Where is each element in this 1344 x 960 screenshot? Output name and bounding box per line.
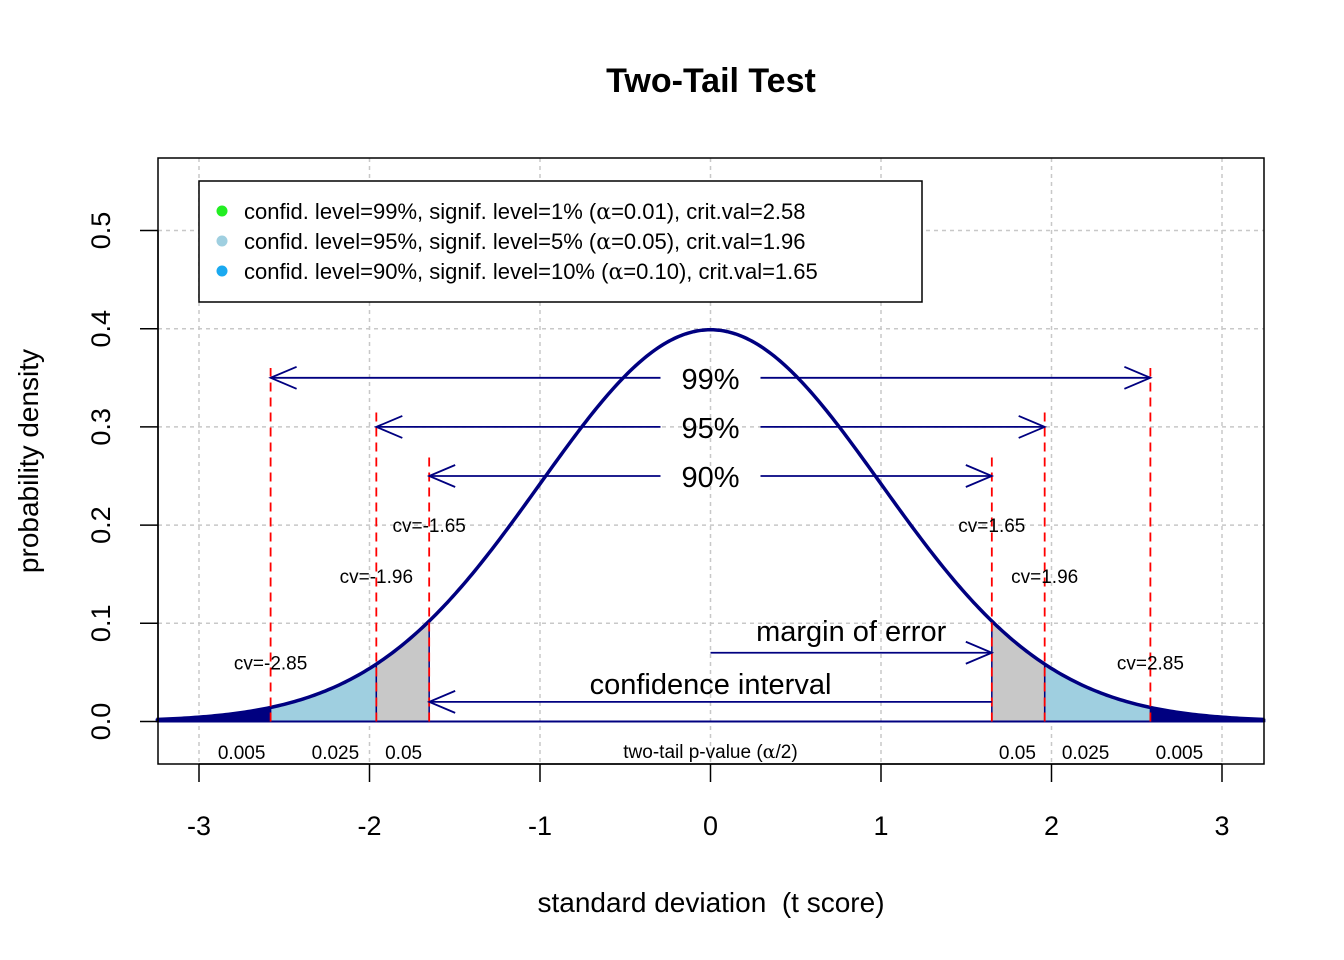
critical-value-label-1: cv=-1.96 xyxy=(340,567,413,588)
interval-label-2: 90% xyxy=(681,462,739,494)
legend-marker-0 xyxy=(216,205,228,217)
y-axis-label: probability density xyxy=(13,349,44,573)
y-tick-label-2: 0.2 xyxy=(86,506,116,544)
x-tick-label-1: -2 xyxy=(357,811,381,841)
confidence-interval-label: confidence interval xyxy=(590,669,832,701)
legend-entry-alpha-2: α xyxy=(608,260,623,285)
p-value-label-5: 0.005 xyxy=(1156,743,1204,764)
legend-entry-alpha-0: α xyxy=(596,200,611,225)
arrow-head-right-0 xyxy=(1124,365,1153,390)
density-curve xyxy=(156,327,1265,722)
x-tick-label-6: 3 xyxy=(1214,811,1229,841)
confidence-interval-arrow-head xyxy=(426,690,456,714)
arrow-head-right-2 xyxy=(965,464,995,488)
legend-marker-1 xyxy=(216,235,228,247)
x-tick-label-2: -1 xyxy=(528,811,552,841)
legend: confid. level=99%, signif. level=1% (α=0… xyxy=(198,180,923,303)
p-value-label-0: 0.005 xyxy=(218,743,266,764)
y-tick-label-5: 0.5 xyxy=(86,212,116,250)
legend-entry-0: confid. level=99%, signif. level=1% (α=0… xyxy=(244,199,806,225)
interval-label-1: 95% xyxy=(681,413,739,445)
p-value-label-3: 0.05 xyxy=(999,743,1036,764)
interval-arrows: 99% 95% 90% xyxy=(268,364,1153,494)
p-value-title-prefix: two-tail p-value ( xyxy=(623,742,763,763)
legend-entry-text-0: confid. level=99%, signif. level=1% ( xyxy=(244,199,597,224)
y-tick-label-4: 0.4 xyxy=(86,310,116,348)
p-value-label-2: 0.05 xyxy=(385,743,422,764)
critical-value-label-2: cv=-1.65 xyxy=(392,516,465,537)
p-value-labels: two-tail p-value (α/2) 0.005 0.025 0.05 0.05… xyxy=(218,741,1203,764)
legend-box xyxy=(198,180,923,303)
legend-marker-2 xyxy=(216,265,228,277)
tail-region-5 xyxy=(991,619,1046,723)
p-value-label-1: 0.025 xyxy=(312,743,360,764)
arrow-head-left-2 xyxy=(426,464,456,488)
legend-entry-2: confid. level=90%, signif. level=10% (α=… xyxy=(244,259,818,285)
p-value-title-alpha: α xyxy=(763,741,776,763)
y-tick-label-1: 0.1 xyxy=(86,605,116,643)
y-tick-label-3: 0.3 xyxy=(86,408,116,446)
critical-value-label-5: cv=2.85 xyxy=(1117,654,1184,675)
density-curve-layer xyxy=(156,327,1265,723)
x-tick-label-4: 1 xyxy=(873,811,888,841)
legend-entry-1: confid. level=95%, signif. level=5% (α=0… xyxy=(244,229,806,255)
x-tick-label-0: -3 xyxy=(187,811,211,841)
legend-entry-tail-1: =0.05), crit.val=1.96 xyxy=(611,229,805,254)
arrow-head-left-0 xyxy=(268,365,297,390)
p-value-title-suffix: /2) xyxy=(776,742,798,763)
x-axis-label: standard deviation (t score) xyxy=(537,887,884,918)
legend-entry-tail-0: =0.01), crit.val=2.58 xyxy=(611,199,805,224)
y-tick-label-0: 0.0 xyxy=(86,703,116,741)
chart-title: Two-Tail Test xyxy=(606,62,816,100)
legend-entry-text-2: confid. level=90%, signif. level=10% ( xyxy=(244,259,609,284)
legend-entry-tail-2: =0.10), crit.val=1.65 xyxy=(623,259,817,284)
p-value-title: two-tail p-value (α/2) xyxy=(623,741,797,763)
critical-value-label-0: cv=-2.85 xyxy=(234,654,307,675)
x-tick-label-5: 2 xyxy=(1044,811,1059,841)
y-axis: 0.0 0.1 0.2 0.3 0.4 0.5 xyxy=(86,212,159,741)
legend-entry-text-1: confid. level=95%, signif. level=5% ( xyxy=(244,229,597,254)
critical-value-label-3: cv=1.65 xyxy=(958,516,1025,537)
x-axis: -3 -2 -1 0 1 2 3 xyxy=(187,763,1230,841)
interval-label-0: 99% xyxy=(681,364,739,396)
p-value-label-4: 0.025 xyxy=(1062,743,1110,764)
tail-region-4 xyxy=(375,619,430,723)
arrow-head-left-1 xyxy=(374,415,403,439)
arrow-head-right-1 xyxy=(1018,415,1047,439)
critical-value-label-4: cv=1.96 xyxy=(1011,567,1078,588)
margin-of-error-label: margin of error xyxy=(756,616,947,648)
critical-value-lines: cv=-2.85 cv=-1.96 cv=-1.65 cv=1.65 cv=1.96 cv… xyxy=(234,367,1184,722)
legend-entry-alpha-1: α xyxy=(596,230,611,255)
margin-of-error-arrow-head xyxy=(965,640,995,665)
x-tick-label-3: 0 xyxy=(703,811,718,841)
annotations: margin of error confidence interval xyxy=(426,616,995,714)
